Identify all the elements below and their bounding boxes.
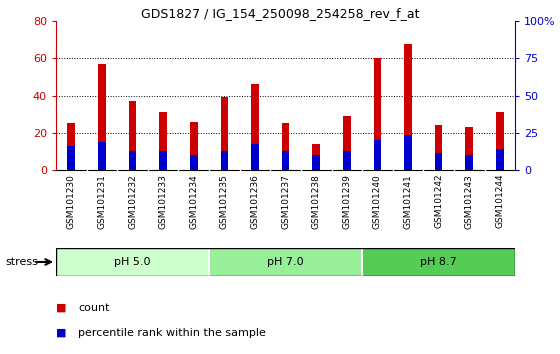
Bar bbox=[251, 84, 259, 170]
Bar bbox=[435, 125, 442, 170]
Text: GSM101235: GSM101235 bbox=[220, 174, 229, 229]
Text: GSM101230: GSM101230 bbox=[67, 174, 76, 229]
Bar bbox=[67, 146, 75, 170]
Text: GSM101237: GSM101237 bbox=[281, 174, 290, 229]
Text: GSM101231: GSM101231 bbox=[97, 174, 106, 229]
Bar bbox=[98, 64, 106, 170]
Text: stress: stress bbox=[6, 257, 39, 267]
Text: GSM101232: GSM101232 bbox=[128, 174, 137, 229]
Text: GSM101236: GSM101236 bbox=[250, 174, 259, 229]
Bar bbox=[67, 124, 75, 170]
Bar bbox=[190, 122, 198, 170]
Text: GSM101243: GSM101243 bbox=[465, 174, 474, 229]
Bar bbox=[404, 44, 412, 170]
Text: pH 5.0: pH 5.0 bbox=[114, 257, 151, 267]
Text: GSM101238: GSM101238 bbox=[312, 174, 321, 229]
Bar bbox=[221, 152, 228, 170]
Bar bbox=[221, 97, 228, 170]
Bar bbox=[129, 101, 136, 170]
Text: count: count bbox=[78, 303, 110, 313]
Text: GSM101234: GSM101234 bbox=[189, 174, 198, 229]
Text: GSM101239: GSM101239 bbox=[342, 174, 351, 229]
Bar bbox=[435, 153, 442, 170]
Bar bbox=[98, 142, 106, 170]
Text: ■: ■ bbox=[56, 328, 67, 338]
Text: GSM101241: GSM101241 bbox=[404, 174, 413, 229]
Bar bbox=[343, 152, 351, 170]
Text: pH 8.7: pH 8.7 bbox=[421, 257, 457, 267]
Bar bbox=[282, 152, 290, 170]
Bar bbox=[159, 112, 167, 170]
Text: pH 7.0: pH 7.0 bbox=[267, 257, 304, 267]
Bar bbox=[362, 248, 515, 276]
Bar bbox=[312, 155, 320, 170]
Bar bbox=[251, 144, 259, 170]
Text: GDS1827 / IG_154_250098_254258_rev_f_at: GDS1827 / IG_154_250098_254258_rev_f_at bbox=[141, 7, 419, 20]
Bar bbox=[496, 112, 503, 170]
Bar bbox=[374, 58, 381, 170]
Bar bbox=[404, 135, 412, 170]
Bar bbox=[190, 155, 198, 170]
Text: GSM101233: GSM101233 bbox=[158, 174, 167, 229]
Bar bbox=[159, 152, 167, 170]
Bar bbox=[209, 248, 362, 276]
Bar bbox=[465, 155, 473, 170]
Text: GSM101242: GSM101242 bbox=[434, 174, 443, 228]
Text: GSM101244: GSM101244 bbox=[496, 174, 505, 228]
Bar bbox=[282, 124, 290, 170]
Bar bbox=[465, 127, 473, 170]
Bar bbox=[312, 144, 320, 170]
Bar bbox=[129, 152, 136, 170]
Bar bbox=[374, 140, 381, 170]
Text: ■: ■ bbox=[56, 303, 67, 313]
Bar bbox=[496, 149, 503, 170]
Bar bbox=[343, 116, 351, 170]
Text: percentile rank within the sample: percentile rank within the sample bbox=[78, 328, 266, 338]
Text: GSM101240: GSM101240 bbox=[373, 174, 382, 229]
Bar bbox=[56, 248, 209, 276]
